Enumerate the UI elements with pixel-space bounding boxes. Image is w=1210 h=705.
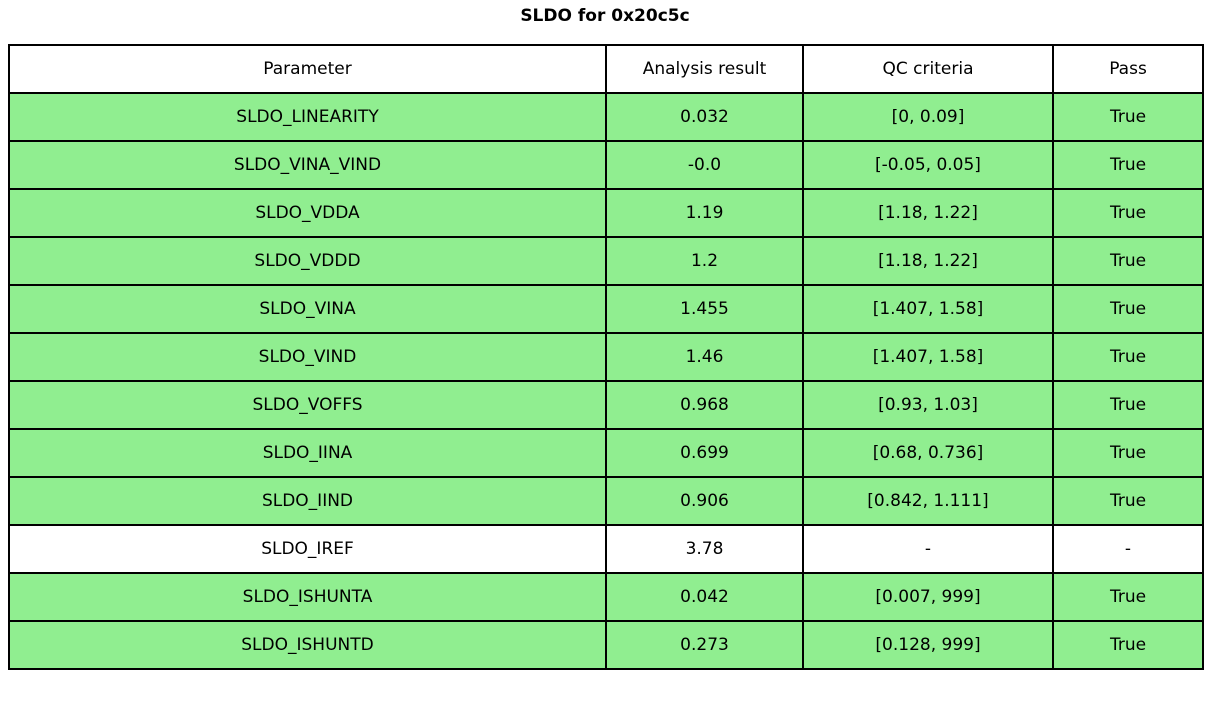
qc-criteria-cell: [-0.05, 0.05]	[802, 140, 1054, 190]
parameter-cell: SLDO_ISHUNTA	[8, 572, 607, 622]
pass-cell: True	[1052, 188, 1204, 238]
qc-criteria-cell: [0, 0.09]	[802, 92, 1054, 142]
parameter-cell: SLDO_ISHUNTD	[8, 620, 607, 670]
qc-results-table: Parameter Analysis result QC criteria Pa…	[8, 44, 1204, 670]
analysis-result-cell: 0.699	[605, 428, 804, 478]
analysis-result-cell: 1.2	[605, 236, 804, 286]
parameter-cell: SLDO_IIND	[8, 476, 607, 526]
analysis-result-cell: 1.455	[605, 284, 804, 334]
pass-cell: True	[1052, 476, 1204, 526]
header-row: Parameter Analysis result QC criteria Pa…	[8, 44, 1204, 94]
qc-criteria-cell: [0.68, 0.736]	[802, 428, 1054, 478]
table-row: SLDO_ISHUNTD 0.273 [0.128, 999] True	[8, 620, 1204, 670]
qc-criteria-cell: [1.407, 1.58]	[802, 332, 1054, 382]
parameter-cell: SLDO_VDDD	[8, 236, 607, 286]
parameter-cell: SLDO_VINA	[8, 284, 607, 334]
qc-criteria-cell: [0.128, 999]	[802, 620, 1054, 670]
table-row: SLDO_VIND 1.46 [1.407, 1.58] True	[8, 332, 1204, 382]
table-row: SLDO_ISHUNTA 0.042 [0.007, 999] True	[8, 572, 1204, 622]
column-header-qc-criteria: QC criteria	[802, 44, 1054, 94]
table-row: SLDO_LINEARITY 0.032 [0, 0.09] True	[8, 92, 1204, 142]
table-row: SLDO_VINA 1.455 [1.407, 1.58] True	[8, 284, 1204, 334]
analysis-result-cell: 0.906	[605, 476, 804, 526]
pass-cell: True	[1052, 332, 1204, 382]
pass-cell: True	[1052, 620, 1204, 670]
qc-criteria-cell: [1.18, 1.22]	[802, 188, 1054, 238]
pass-cell: True	[1052, 428, 1204, 478]
qc-criteria-cell: [0.842, 1.111]	[802, 476, 1054, 526]
analysis-result-cell: -0.0	[605, 140, 804, 190]
pass-cell: True	[1052, 572, 1204, 622]
table-row: SLDO_VDDD 1.2 [1.18, 1.22] True	[8, 236, 1204, 286]
qc-criteria-cell: [0.007, 999]	[802, 572, 1054, 622]
table-row: SLDO_VOFFS 0.968 [0.93, 1.03] True	[8, 380, 1204, 430]
analysis-result-cell: 0.968	[605, 380, 804, 430]
qc-criteria-cell: [0.93, 1.03]	[802, 380, 1054, 430]
pass-cell: True	[1052, 284, 1204, 334]
analysis-result-cell: 0.042	[605, 572, 804, 622]
pass-cell: True	[1052, 92, 1204, 142]
pass-cell: True	[1052, 140, 1204, 190]
column-header-pass: Pass	[1052, 44, 1204, 94]
analysis-result-cell: 1.46	[605, 332, 804, 382]
analysis-result-cell: 1.19	[605, 188, 804, 238]
analysis-result-cell: 0.032	[605, 92, 804, 142]
qc-criteria-cell: -	[802, 524, 1054, 574]
pass-cell: True	[1052, 236, 1204, 286]
table-row: SLDO_IREF 3.78- -	[8, 524, 1204, 574]
parameter-cell: SLDO_VIND	[8, 332, 607, 382]
qc-criteria-cell: [1.18, 1.22]	[802, 236, 1054, 286]
pass-cell: True	[1052, 380, 1204, 430]
parameter-cell: SLDO_VINA_VIND	[8, 140, 607, 190]
figure-title: SLDO for 0x20c5c	[520, 6, 690, 26]
pass-cell: -	[1052, 524, 1204, 574]
table-row: SLDO_VDDA 1.19 [1.18, 1.22] True	[8, 188, 1204, 238]
analysis-result-cell: 0.273	[605, 620, 804, 670]
table-header: Parameter Analysis result QC criteria Pa…	[8, 44, 1204, 94]
column-header-parameter: Parameter	[8, 44, 607, 94]
analysis-result-cell: 3.78	[605, 524, 804, 574]
table-row: SLDO_IINA 0.699 [0.68, 0.736] True	[8, 428, 1204, 478]
parameter-cell: SLDO_IREF	[8, 524, 607, 574]
parameter-cell: SLDO_LINEARITY	[8, 92, 607, 142]
parameter-cell: SLDO_VDDA	[8, 188, 607, 238]
table-row: SLDO_VINA_VIND -0.0 [-0.05, 0.05] True	[8, 140, 1204, 190]
column-header-analysis-result: Analysis result	[605, 44, 804, 94]
table-row: SLDO_IIND 0.906 [0.842, 1.111] True	[8, 476, 1204, 526]
table-body: SLDO_LINEARITY 0.032 [0, 0.09] True SLDO_VIN…	[8, 92, 1204, 670]
parameter-cell: SLDO_IINA	[8, 428, 607, 478]
qc-criteria-cell: [1.407, 1.58]	[802, 284, 1054, 334]
parameter-cell: SLDO_VOFFS	[8, 380, 607, 430]
